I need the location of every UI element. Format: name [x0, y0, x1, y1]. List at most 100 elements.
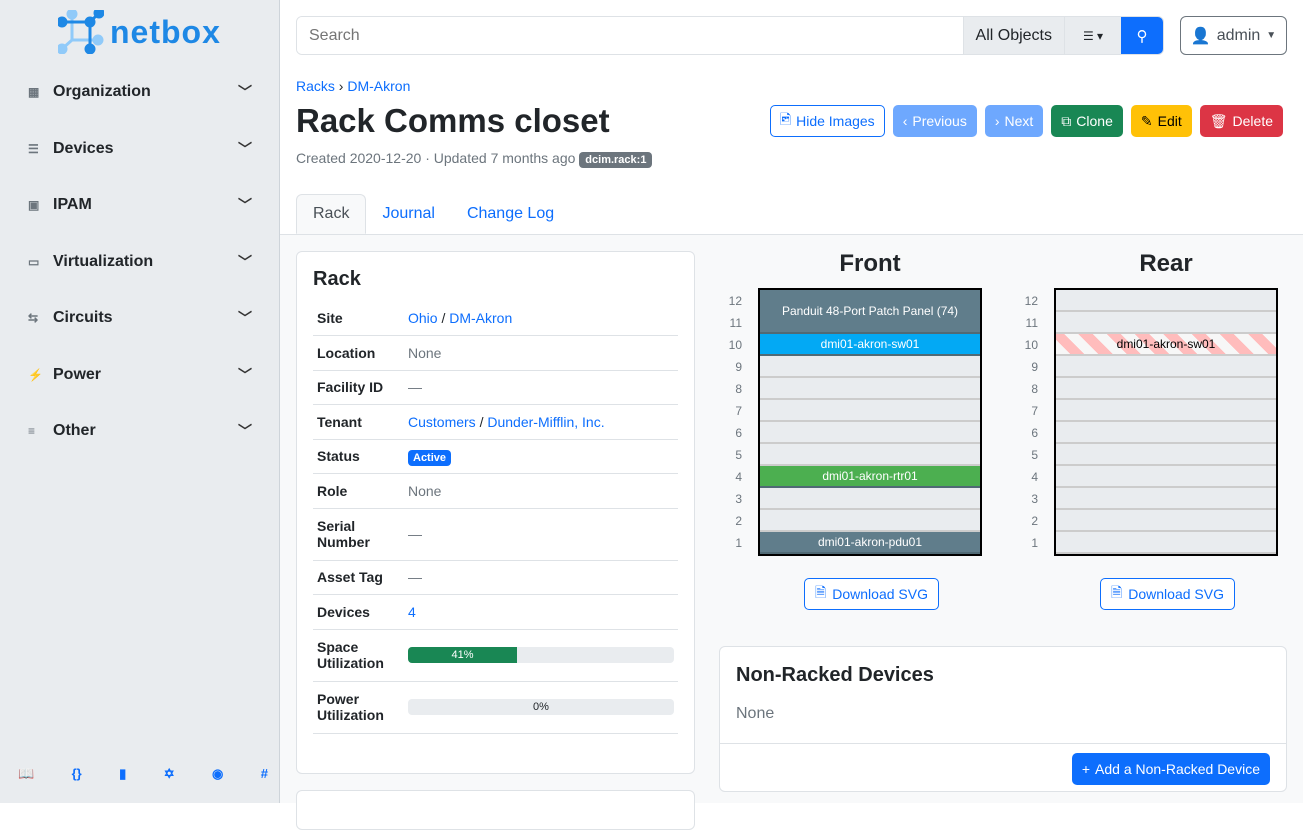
face-title: Rear	[1139, 250, 1193, 277]
unit-number: 3	[1031, 492, 1038, 506]
sidebar-item-other[interactable]: ≡ Other ﹀	[28, 416, 252, 446]
empty-unit[interactable]	[1056, 488, 1276, 510]
rack-device[interactable]: dmi01-akron-sw01	[760, 334, 980, 356]
empty-unit[interactable]	[760, 488, 980, 510]
field-label: Serial Number	[313, 508, 404, 561]
download-svg-rear-button[interactable]: 🗎 Download SVG	[1100, 578, 1235, 610]
sidebar-item-label: Organization	[53, 83, 151, 100]
delete-button[interactable]: 🗑 Delete	[1199, 105, 1283, 137]
table-row: Space Utilization 41%	[313, 629, 678, 682]
sidebar-item-virtualization[interactable]: ▭ Virtualization ﹀	[28, 247, 252, 277]
sidebar-item-label: Virtualization	[53, 252, 154, 270]
card-title: Non-Racked Devices	[736, 664, 934, 686]
face-title: Front	[839, 250, 901, 277]
empty-unit[interactable]	[1056, 532, 1276, 554]
empty-unit[interactable]	[760, 400, 980, 422]
empty-unit[interactable]	[1056, 312, 1276, 334]
value: —	[408, 526, 422, 542]
add-non-racked-device-button[interactable]: + Add a Non-Racked Device	[1071, 753, 1270, 785]
sidebar-item-power[interactable]: ⚡ Power ﹀	[28, 360, 252, 390]
breadcrumb-site[interactable]: DM-Akron	[347, 78, 411, 94]
empty-unit[interactable]	[1056, 444, 1276, 466]
graphql-icon[interactable]: ✡	[163, 766, 175, 781]
github-icon[interactable]: ◉	[212, 766, 224, 781]
empty-unit[interactable]	[760, 444, 980, 466]
unit-number: 1	[735, 536, 742, 550]
tab-change-log[interactable]: Change Log	[466, 205, 555, 222]
empty-unit[interactable]	[760, 378, 980, 400]
empty-unit[interactable]	[760, 510, 980, 532]
sidebar-item-devices[interactable]: ☰ Devices ﹀	[28, 134, 252, 164]
table-row: Asset Tag —	[313, 560, 678, 595]
link[interactable]: Customers	[408, 413, 476, 430]
previous-button[interactable]: ‹ Previous	[892, 105, 977, 137]
download-svg-front-button[interactable]: 🗎 Download SVG	[804, 578, 939, 610]
rack-device[interactable]: dmi01-akron-rtr01	[760, 466, 980, 488]
devices-link[interactable]: 4	[408, 603, 416, 620]
tab-rack[interactable]: Rack	[296, 194, 367, 234]
table-row: Location None	[313, 335, 678, 371]
table-row: Tenant Customers / Dunder-Mifflin, Inc.	[313, 404, 678, 440]
object-type-select[interactable]: All Objects	[962, 17, 1064, 54]
breadcrumb-racks[interactable]: Racks	[296, 78, 335, 94]
user-menu[interactable]: 👤 admin ▼	[1180, 16, 1287, 55]
sidebar-item-organization[interactable]: ▦ Organization ﹀	[28, 77, 252, 107]
clone-button[interactable]: ⧉ Clone	[1051, 105, 1123, 137]
unit-number: 11	[729, 316, 742, 330]
sidebar-item-ipam[interactable]: ▣ IPAM ﹀	[28, 190, 252, 220]
search-input[interactable]	[297, 17, 963, 54]
empty-unit[interactable]	[1056, 290, 1276, 312]
value: None	[408, 344, 442, 361]
plus-icon: +	[1081, 761, 1091, 777]
link[interactable]: Dunder-Mifflin, Inc.	[487, 413, 605, 430]
unit-number: 11	[1025, 316, 1038, 330]
link[interactable]: Ohio	[408, 310, 438, 326]
filter-dropdown[interactable]: ☰ ▾	[1064, 17, 1121, 54]
sidebar-item-circuits[interactable]: ⇆ Circuits ﹀	[28, 303, 252, 333]
tab-journal[interactable]: Journal	[382, 205, 435, 222]
api-icon[interactable]: {}	[71, 766, 82, 781]
netbox-logo[interactable]: netbox	[58, 10, 221, 54]
empty-unit[interactable]	[1056, 422, 1276, 444]
hide-images-button[interactable]: 🖻 Hide Images	[769, 105, 885, 137]
empty-unit[interactable]	[1056, 356, 1276, 378]
sidebar-item-label: Other	[53, 422, 96, 439]
meta-text: Created 2020-12-20 · Updated 7 months ag…	[296, 150, 576, 166]
book-icon[interactable]: 📖	[18, 766, 35, 781]
field-label: Power Utilization	[313, 681, 404, 734]
link[interactable]: DM-Akron	[449, 310, 513, 326]
field-label: Facility ID	[313, 370, 404, 405]
card-title: Rack	[313, 268, 361, 290]
rack-device[interactable]: dmi01-akron-pdu01	[760, 532, 980, 554]
unit-number: 12	[728, 294, 742, 308]
empty-unit[interactable]	[1056, 378, 1276, 400]
empty-unit[interactable]	[760, 356, 980, 378]
empty-text: None	[736, 705, 775, 722]
rack-device[interactable]: Panduit 48-Port Patch Panel (74)	[760, 290, 980, 334]
monitor-icon: ▭	[28, 254, 40, 269]
field-label: Space Utilization	[313, 629, 404, 682]
button-label: Download SVG	[1128, 586, 1224, 602]
field-label: Location	[313, 335, 404, 371]
table-row: Role None	[313, 473, 678, 509]
empty-unit[interactable]	[1056, 510, 1276, 532]
file-download-icon: 🗎	[1111, 584, 1123, 600]
edit-button[interactable]: ✎ Edit	[1130, 105, 1192, 137]
button-label: Previous	[912, 113, 967, 129]
rack-device[interactable]: dmi01-akron-sw01	[1056, 334, 1276, 356]
table-row: Site Ohio / DM-Akron	[313, 301, 678, 336]
button-label: Hide Images	[796, 113, 875, 129]
username: admin	[1216, 26, 1261, 44]
button-label: Edit	[1157, 113, 1182, 129]
search-button[interactable]: ⚲	[1121, 17, 1163, 54]
empty-unit[interactable]	[1056, 466, 1276, 488]
next-button[interactable]: › Next	[984, 105, 1044, 137]
docs-icon[interactable]: ▮	[119, 766, 127, 781]
slack-icon[interactable]: #	[260, 766, 268, 781]
empty-unit[interactable]	[760, 422, 980, 444]
unit-number: 9	[735, 360, 742, 374]
chevron-left-icon: ‹	[902, 113, 908, 129]
brand-name: netbox	[110, 13, 221, 50]
chevron-down-icon: ﹀	[238, 253, 252, 270]
empty-unit[interactable]	[1056, 400, 1276, 422]
